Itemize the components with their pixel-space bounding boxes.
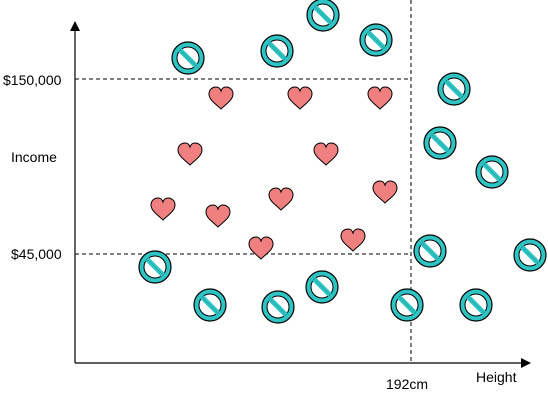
heart-icon — [268, 187, 294, 211]
ban-icon — [414, 235, 446, 267]
heart-markers — [150, 86, 398, 260]
ban-icon — [391, 289, 423, 321]
heart-icon — [248, 236, 274, 260]
ban-icon — [194, 289, 226, 321]
heart-icon — [208, 86, 234, 110]
x-axis-label: Height — [476, 369, 517, 385]
ban-icon — [514, 239, 546, 271]
threshold-high-label: $150,000 — [3, 72, 62, 88]
ban-markers — [139, 0, 546, 323]
heart-icon — [177, 142, 203, 166]
ban-icon — [307, 0, 339, 31]
ban-icon — [424, 127, 456, 159]
y-axis-label: Income — [11, 149, 57, 165]
ban-icon — [460, 289, 492, 321]
ban-icon — [306, 271, 338, 303]
heart-icon — [287, 86, 313, 110]
heart-icon — [367, 86, 393, 110]
ban-icon — [360, 24, 392, 56]
ban-icon — [261, 35, 293, 67]
heart-icon — [372, 180, 398, 204]
heart-icon — [150, 197, 176, 221]
threshold-low-label: $45,000 — [11, 246, 62, 262]
heart-icon — [340, 228, 366, 252]
heart-icon — [313, 142, 339, 166]
ban-icon — [172, 42, 204, 74]
heart-icon — [205, 204, 231, 228]
ban-icon — [438, 73, 470, 105]
ban-icon — [139, 251, 171, 283]
threshold-height-label: 192cm — [386, 376, 428, 392]
ban-icon — [262, 291, 294, 323]
ban-icon — [476, 156, 508, 188]
